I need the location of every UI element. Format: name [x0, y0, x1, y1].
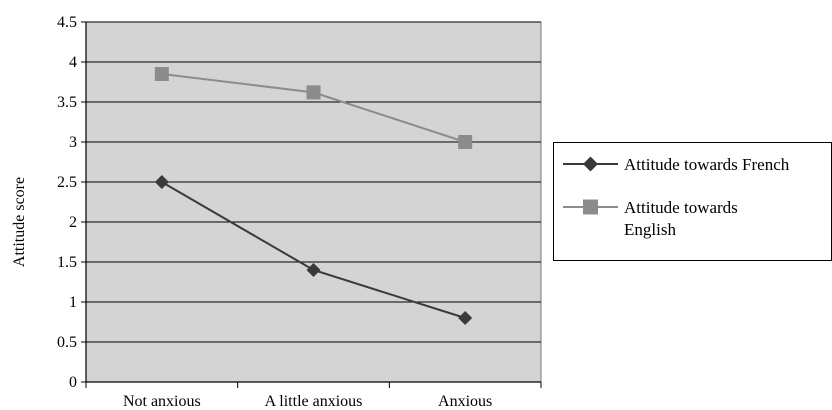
y-tick-label: 0.5: [57, 334, 77, 351]
legend-label-english-line1: Attitude towards: [624, 198, 738, 217]
data-point-diamond: [154, 175, 169, 189]
legend-label-french: Attitude towards French: [624, 155, 790, 174]
y-tick-label: 1: [69, 294, 77, 311]
x-tick-label: A little anxious: [265, 393, 363, 410]
legend-item-french: Attitude towards French: [563, 155, 790, 174]
legend: Attitude towards French Attitude towards…: [553, 142, 832, 261]
data-point-square: [154, 67, 169, 81]
data-point-diamond: [306, 263, 321, 277]
y-tick-label: 4.5: [57, 14, 77, 31]
y-tick-label: 3: [69, 134, 77, 151]
legend-item-english: Attitude towards English: [563, 198, 738, 239]
legend-label-english-line2: English: [624, 220, 676, 239]
y-tick-label: 3.5: [57, 94, 77, 111]
legend-marker-square: [583, 199, 598, 215]
y-tick-label: 2: [69, 214, 77, 231]
y-tick-label: 4: [69, 54, 77, 71]
x-tick-label: Anxious: [438, 393, 492, 410]
y-axis-label: Attitude score: [11, 177, 28, 267]
plot-area: [85, 21, 542, 383]
data-point-square: [306, 85, 321, 100]
y-tick-label: 1.5: [57, 254, 77, 271]
data-point-diamond: [458, 311, 473, 325]
y-tick-label: 2.5: [57, 174, 77, 191]
y-tick-label: 0: [69, 374, 77, 391]
legend-marker-diamond: [583, 156, 598, 172]
data-point-square: [458, 135, 473, 149]
x-tick-label: Not anxious: [123, 393, 201, 410]
